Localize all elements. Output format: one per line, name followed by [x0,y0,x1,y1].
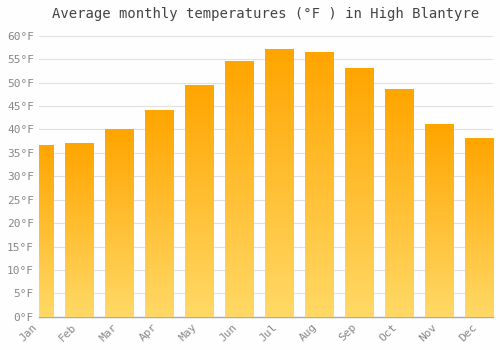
Title: Average monthly temperatures (°F ) in High Blantyre: Average monthly temperatures (°F ) in Hi… [52,7,480,21]
